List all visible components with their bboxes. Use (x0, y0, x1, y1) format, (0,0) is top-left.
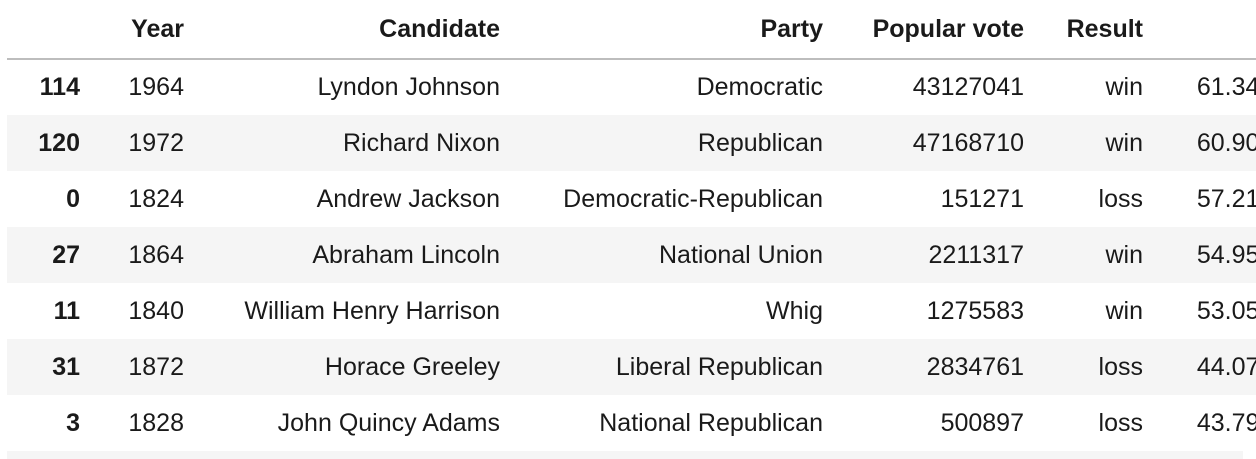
cell-party: Democratic (696, 73, 823, 101)
table-row: 11 1840 William Henry Harrison Whig 1275… (7, 283, 1256, 339)
table-header-row: Year Candidate Party Popular vote Result… (7, 0, 1256, 60)
column-header-year: Year (92, 0, 196, 60)
row-index: 114 (39, 73, 80, 101)
cell-candidate: William Henry Harrison (244, 296, 500, 325)
column-header-party: Party (512, 0, 835, 60)
cell-candidate: Abraham Lincoln (312, 240, 500, 269)
cell-popular-vote: 151271 (940, 184, 1024, 213)
cell-candidate: Richard Nixon (342, 128, 500, 157)
cell-result: win (1105, 73, 1143, 101)
cell-party: Whig (766, 296, 823, 325)
cell-result: win (1105, 240, 1143, 269)
table-row: 31 1872 Horace Greeley Liberal Republica… (7, 339, 1256, 395)
cell-candidate: Horace Greeley (324, 352, 500, 381)
row-index: 31 (52, 352, 80, 381)
cell-percent: 44.071406 (1196, 352, 1256, 381)
cell-candidate: Andrew Jackson (316, 184, 500, 213)
cell-popular-vote: 47168710 (912, 128, 1024, 157)
cell-party: Republican (697, 128, 823, 157)
cell-candidate: Lyndon Johnson (317, 73, 500, 101)
table-row: 120 1972 Richard Nixon Republican 471687… (7, 115, 1256, 171)
cell-party: National Republican (599, 408, 823, 437)
cell-popular-vote: 500897 (940, 408, 1024, 437)
cell-result: win (1105, 128, 1143, 157)
results-table: Year Candidate Party Popular vote Result… (7, 0, 1256, 451)
row-index: 11 (53, 296, 80, 325)
row-index: 0 (66, 184, 80, 213)
cell-result: loss (1098, 352, 1143, 381)
cell-percent: 43.796073 (1196, 408, 1256, 437)
row-index: 120 (38, 128, 80, 157)
column-header-popular-vote: Popular vote (835, 0, 1036, 60)
cell-party: National Union (659, 240, 823, 269)
column-header-index (7, 0, 92, 60)
cell-percent: 60.907806 (1196, 128, 1256, 157)
cell-year: 1864 (128, 240, 184, 269)
cell-percent: 54.951512 (1196, 240, 1256, 269)
table-row: 27 1864 Abraham Lincoln National Union 2… (7, 227, 1256, 283)
cell-year: 1840 (128, 296, 184, 325)
cell-popular-vote: 2834761 (926, 352, 1024, 381)
row-index: 27 (52, 240, 80, 269)
cell-percent: 53.051213 (1196, 296, 1256, 325)
column-header-candidate: Candidate (196, 0, 512, 60)
cell-party: Democratic-Republican (563, 184, 823, 213)
cell-popular-vote: 43127041 (912, 73, 1024, 101)
cell-candidate: John Quincy Adams (277, 408, 500, 437)
row-index: 3 (66, 408, 80, 437)
cell-result: loss (1098, 184, 1143, 213)
cell-result: loss (1098, 408, 1143, 437)
next-row-stripe (7, 451, 1243, 459)
cell-year: 1972 (128, 128, 184, 157)
cell-year: 1824 (128, 184, 184, 213)
cell-year: 1872 (128, 352, 184, 381)
cell-percent: 57.210122 (1196, 184, 1256, 213)
column-header-result: Result (1036, 0, 1155, 60)
table-row: 3 1828 John Quincy Adams National Republ… (7, 395, 1256, 451)
cell-percent: 61.344703 (1196, 73, 1256, 101)
table-row: 0 1824 Andrew Jackson Democratic-Republi… (7, 171, 1256, 227)
cell-result: win (1105, 296, 1143, 325)
table-row: 114 1964 Lyndon Johnson Democratic 43127… (7, 59, 1256, 115)
cell-popular-vote: 2211317 (928, 240, 1024, 269)
cell-party: Liberal Republican (615, 352, 823, 381)
column-header-percent: % (1155, 0, 1256, 60)
cell-year: 1964 (128, 73, 184, 101)
cell-popular-vote: 1275583 (926, 296, 1024, 325)
cell-year: 1828 (128, 408, 184, 437)
